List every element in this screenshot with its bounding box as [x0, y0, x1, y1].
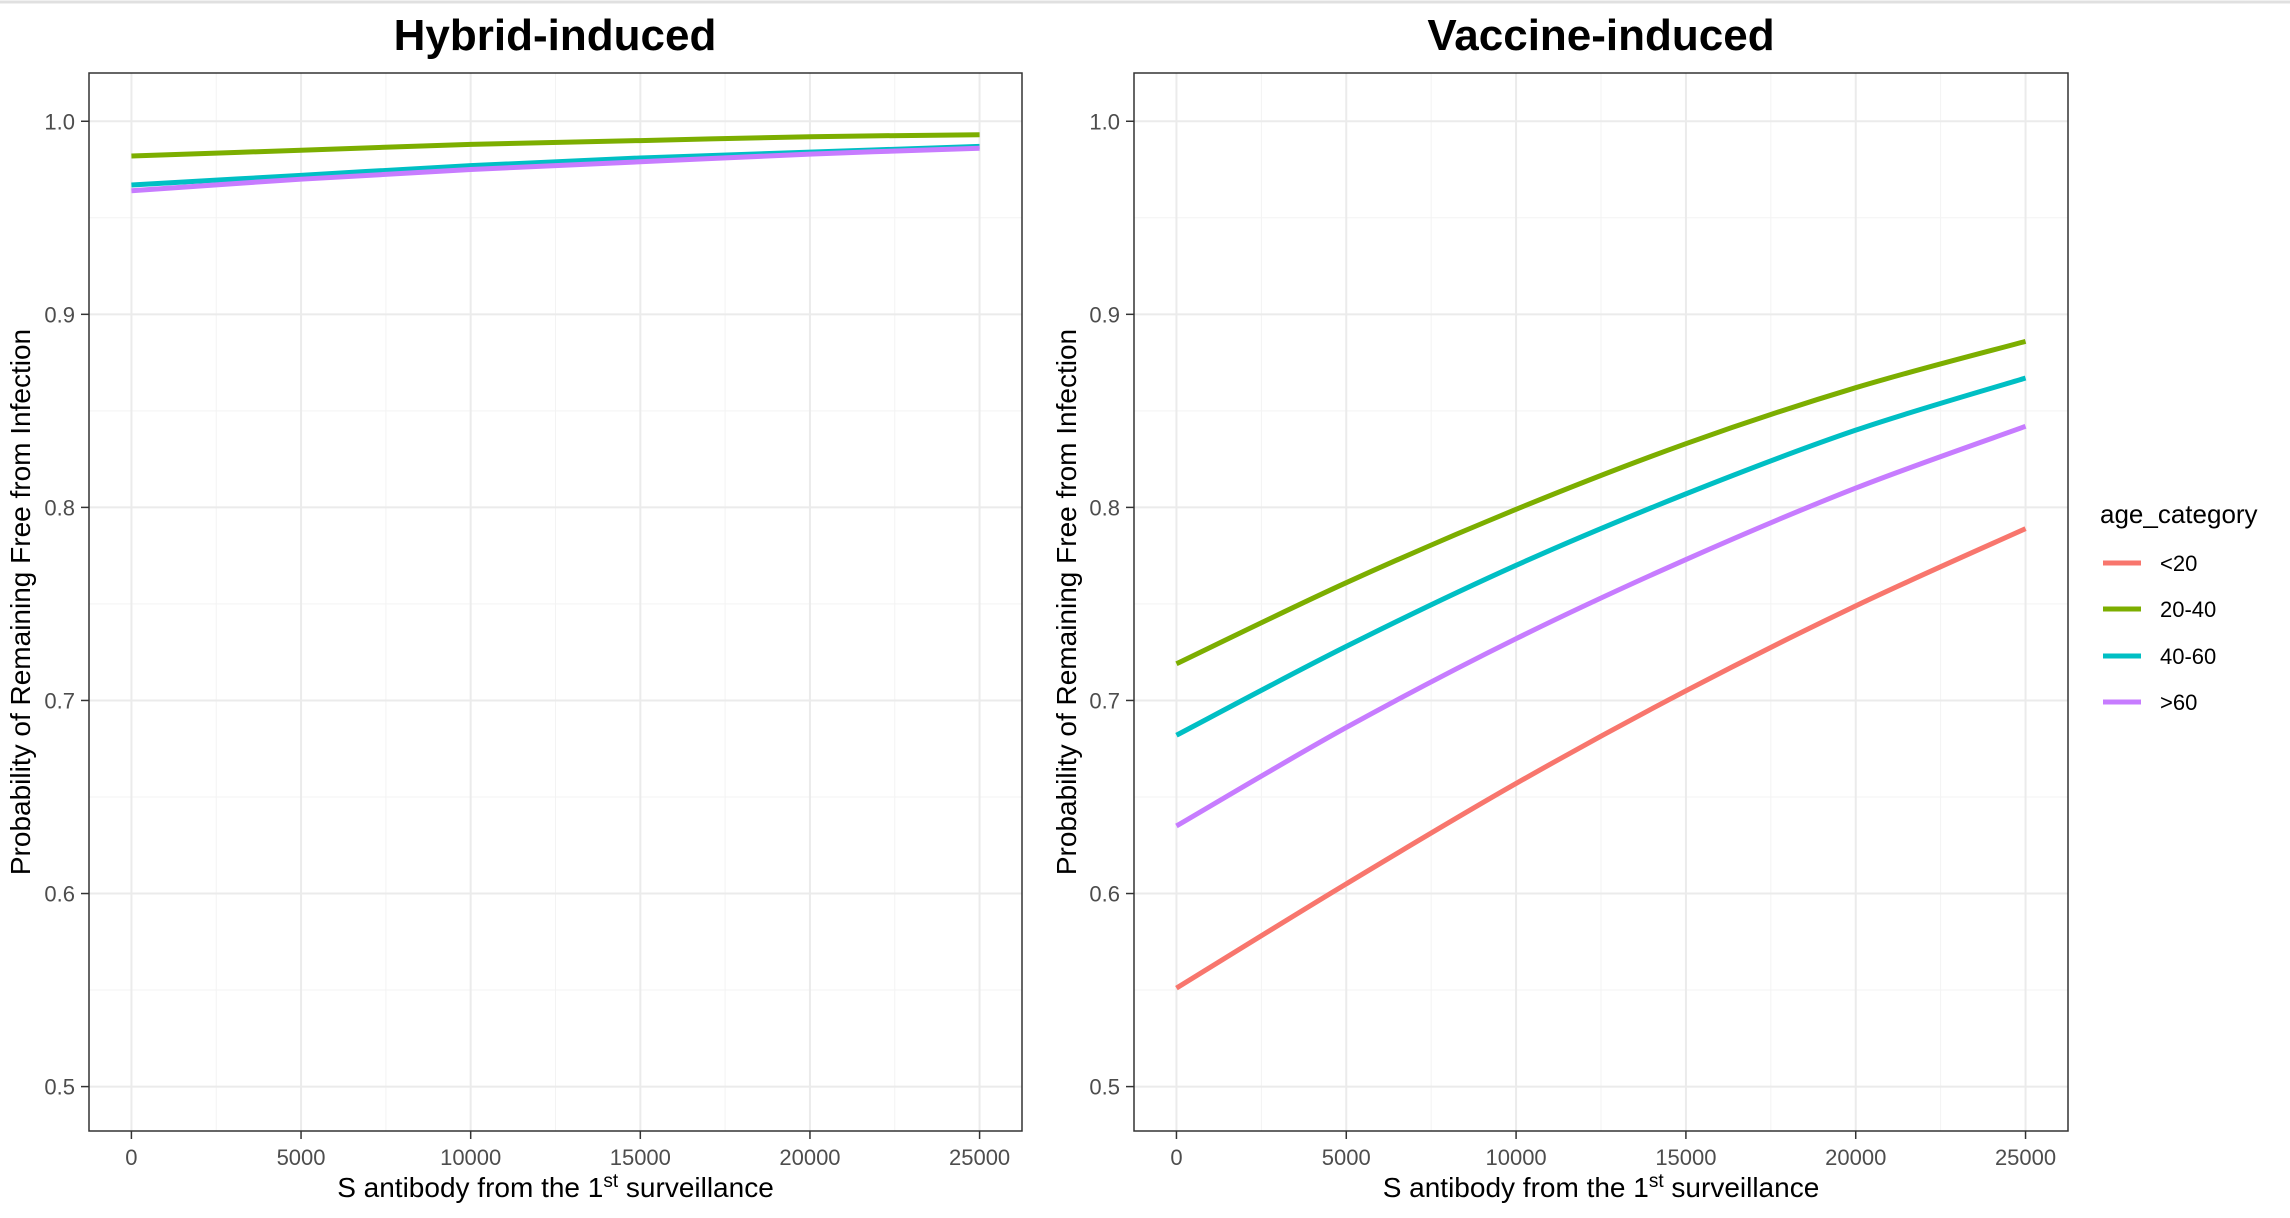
y-tick-label: 0.7	[44, 688, 75, 713]
x-tick-label: 5000	[1322, 1145, 1371, 1170]
panel-hybrid-induced: 0 5000 10000 15000 20000 25000 0.5 0.6 0.7 0.8 0.9…	[5, 11, 1023, 1203]
y-tick-label: 0.6	[1089, 882, 1120, 907]
legend-label-gt60: >60	[2160, 690, 2197, 715]
panel-title: Vaccine-induced	[1427, 11, 1774, 60]
y-tick-label: 0.9	[1089, 302, 1120, 327]
x-tick-label: 0	[1170, 1145, 1182, 1170]
y-tick-label: 1.0	[1089, 109, 1120, 134]
legend-label-lt20: <20	[2160, 551, 2197, 576]
legend-label-20-40: 20-40	[2160, 597, 2216, 622]
x-tick-label: 20000	[1825, 1145, 1886, 1170]
x-tick-label: 25000	[1995, 1145, 2056, 1170]
legend-label-40-60: 40-60	[2160, 644, 2216, 669]
legend-item-lt20: <20	[2103, 551, 2197, 576]
series-line-20-40	[1175, 338, 2027, 667]
series-line-gt60	[131, 145, 980, 194]
x-tick-label: 25000	[949, 1145, 1010, 1170]
y-tick-label: 0.9	[44, 302, 75, 327]
legend-item-20-40: 20-40	[2103, 597, 2216, 622]
panel-title: Hybrid-induced	[394, 11, 717, 60]
x-tick-label: 10000	[1485, 1145, 1546, 1170]
y-axis-label: Probability of Remaining Free from Infec…	[5, 329, 36, 875]
panel-border	[1133, 72, 2069, 1132]
y-tick-label: 1.0	[44, 109, 75, 134]
panel-vaccine-induced: 0 5000 10000 15000 20000 25000 0.5 0.6 0.7 0.8 0.9…	[1051, 11, 2069, 1203]
x-axis-label: S antibody from the 1st surveillance	[337, 1171, 774, 1203]
y-axis-label: Probability of Remaining Free from Infec…	[1051, 329, 1082, 875]
y-tick-label: 0.8	[44, 495, 75, 520]
x-tick-label: 15000	[610, 1145, 671, 1170]
panel-border	[88, 72, 1023, 1132]
legend-item-gt60: >60	[2103, 690, 2197, 715]
y-tick-label: 0.7	[1089, 688, 1120, 713]
series-line-40-60	[1175, 375, 2027, 738]
x-tick-label: 0	[125, 1145, 137, 1170]
x-tick-label: 20000	[779, 1145, 840, 1170]
x-tick-label: 5000	[277, 1145, 326, 1170]
legend-title: age_category	[2100, 499, 2258, 529]
legend-item-40-60: 40-60	[2103, 644, 2216, 669]
x-tick-label: 15000	[1655, 1145, 1716, 1170]
x-axis-label: S antibody from the 1st surveillance	[1383, 1171, 1820, 1203]
series-line-20-40	[131, 132, 980, 159]
series-line-lt20	[1175, 526, 2027, 991]
y-tick-label: 0.6	[44, 882, 75, 907]
x-tick-label: 10000	[440, 1145, 501, 1170]
y-tick-label: 0.5	[1089, 1075, 1120, 1100]
y-tick-label: 0.5	[44, 1075, 75, 1100]
series-line-gt60	[1175, 423, 2027, 829]
y-tick-label: 0.8	[1089, 495, 1120, 520]
legend: age_category <20 20-40 40-60 >60	[2100, 499, 2258, 715]
